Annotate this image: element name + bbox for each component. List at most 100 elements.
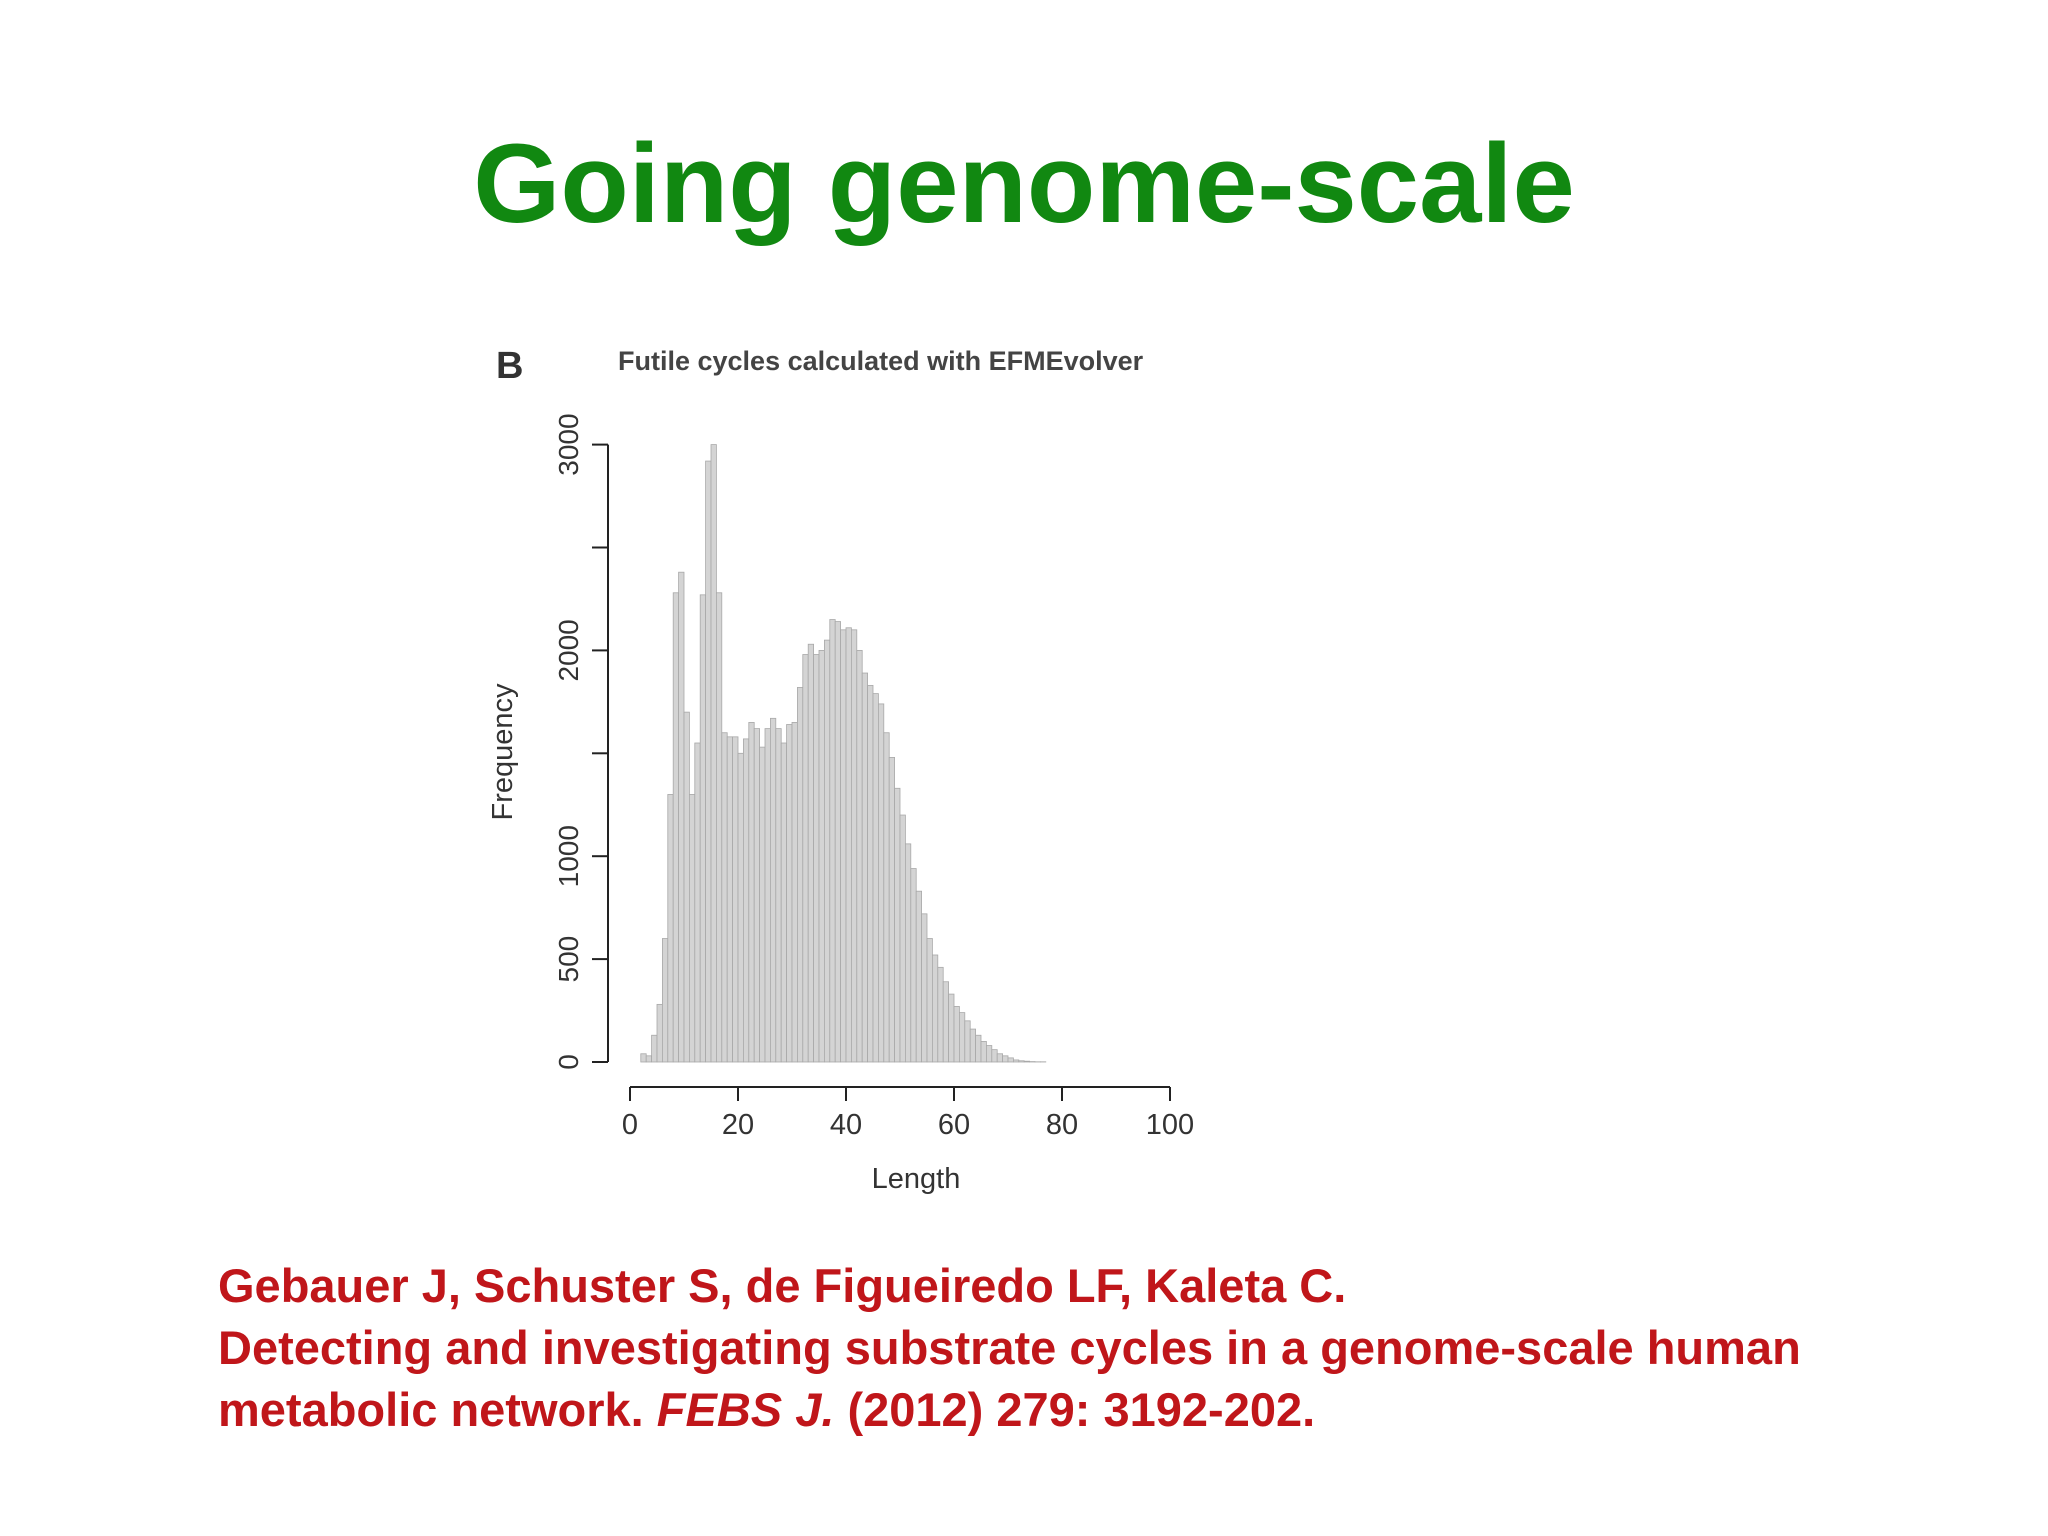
histogram-bar bbox=[721, 732, 728, 1063]
histogram-bar bbox=[742, 738, 750, 1063]
histogram-bar bbox=[834, 621, 842, 1063]
histogram-bar bbox=[661, 938, 669, 1063]
x-tick-label: 60 bbox=[938, 1109, 970, 1141]
y-axis: 0 500 1000 2000 3000 bbox=[553, 413, 609, 1070]
histogram-bar bbox=[1002, 1055, 1009, 1063]
x-axis: 0 20 40 60 80 100 bbox=[622, 1086, 1194, 1141]
histogram-bar bbox=[807, 643, 815, 1063]
y-axis-label: Frequency bbox=[487, 683, 519, 821]
histogram-bar bbox=[726, 736, 734, 1063]
citation-details: (2012) 279: 3192-202. bbox=[847, 1383, 1316, 1436]
citation-authors: Gebauer J, Schuster S, de Figueiredo LF,… bbox=[218, 1259, 1347, 1312]
histogram-bar bbox=[975, 1034, 982, 1063]
histogram-bar bbox=[845, 627, 852, 1063]
histogram-bar bbox=[710, 444, 717, 1063]
histogram-bar bbox=[764, 728, 771, 1063]
x-tick-label: 80 bbox=[1046, 1109, 1078, 1141]
histogram-bar bbox=[802, 654, 809, 1063]
y-tick-label: 2000 bbox=[553, 619, 584, 681]
x-tick-label: 100 bbox=[1146, 1109, 1194, 1141]
histogram-bar bbox=[753, 728, 761, 1063]
citation-journal: FEBS J. bbox=[656, 1383, 835, 1436]
histogram-bar bbox=[1018, 1060, 1025, 1063]
citation-title-line1: Detecting and investigating substrate cy… bbox=[218, 1321, 1801, 1374]
histogram-bar bbox=[699, 594, 706, 1063]
histogram-bar bbox=[672, 592, 679, 1063]
histogram-bar bbox=[656, 1003, 663, 1063]
x-tick-label: 20 bbox=[722, 1109, 754, 1141]
chart-title: Futile cycles calculated with EFMEvolver bbox=[618, 346, 1144, 376]
histogram-bar bbox=[996, 1053, 1004, 1063]
histogram-bar bbox=[694, 742, 701, 1063]
citation: Gebauer J, Schuster S, de Figueiredo LF,… bbox=[218, 1255, 1998, 1441]
histogram-bar bbox=[759, 746, 766, 1063]
histogram-bar bbox=[829, 619, 836, 1063]
histogram-bar bbox=[942, 981, 950, 1063]
histogram-bar bbox=[850, 629, 858, 1063]
histogram-bar bbox=[715, 592, 723, 1063]
x-tick-label: 0 bbox=[622, 1109, 638, 1141]
citation-title-line2: metabolic network. FEBS J. (2012) 279: 3… bbox=[218, 1379, 1998, 1441]
histogram-bar bbox=[856, 649, 863, 1063]
histogram-bar bbox=[732, 736, 739, 1063]
histogram-bar bbox=[818, 649, 825, 1063]
histogram-bar bbox=[958, 1012, 966, 1063]
histogram-bar bbox=[877, 703, 885, 1063]
histogram-bar bbox=[969, 1028, 977, 1063]
histogram-bar bbox=[678, 571, 685, 1063]
histogram-figure: B Futile cycles calculated with EFMEvolv… bbox=[450, 330, 1250, 1210]
histogram-bar bbox=[1023, 1060, 1031, 1063]
histogram-bar bbox=[780, 742, 788, 1063]
histogram-bar bbox=[683, 711, 690, 1063]
x-axis-label: Length bbox=[872, 1163, 961, 1195]
histogram-bar bbox=[705, 460, 712, 1063]
y-tick-label: 0 bbox=[553, 1054, 584, 1070]
y-tick-label: 3000 bbox=[553, 413, 584, 475]
histogram-bar bbox=[937, 966, 944, 1063]
histogram-bar bbox=[823, 639, 831, 1063]
histogram-bar bbox=[948, 993, 955, 1063]
x-tick-label: 40 bbox=[830, 1109, 862, 1141]
histogram-bar bbox=[953, 1006, 960, 1063]
histogram-chart: B Futile cycles calculated with EFMEvolv… bbox=[487, 345, 1194, 1195]
histogram-bar bbox=[888, 757, 896, 1063]
histogram-bar bbox=[786, 724, 793, 1063]
histogram-bar bbox=[991, 1049, 998, 1063]
histogram-bar bbox=[883, 732, 890, 1063]
histogram-bar bbox=[894, 787, 901, 1063]
panel-label: B bbox=[496, 345, 523, 387]
histogram-bar bbox=[796, 687, 804, 1063]
histogram-bar bbox=[861, 672, 869, 1063]
histogram-bar bbox=[910, 868, 917, 1063]
histogram-bar bbox=[926, 938, 933, 1063]
histogram-bar bbox=[931, 954, 939, 1063]
histogram-bar bbox=[748, 722, 755, 1063]
histogram-bar bbox=[688, 794, 696, 1063]
histogram-bar bbox=[813, 654, 820, 1063]
histogram-bar bbox=[640, 1053, 647, 1063]
histogram-bar bbox=[791, 722, 798, 1063]
histogram-bars bbox=[640, 444, 1047, 1063]
histogram-bar bbox=[775, 728, 782, 1063]
histogram-bar bbox=[867, 684, 874, 1063]
histogram-bar bbox=[915, 890, 923, 1063]
histogram-bar bbox=[769, 717, 777, 1063]
y-tick-label: 1000 bbox=[553, 825, 584, 887]
histogram-bar bbox=[872, 693, 879, 1063]
histogram-bar bbox=[840, 629, 847, 1063]
y-tick-label: 500 bbox=[553, 936, 584, 983]
histogram-bar bbox=[986, 1045, 993, 1063]
histogram-bar bbox=[737, 752, 744, 1063]
histogram-bar bbox=[651, 1034, 658, 1063]
histogram-bar bbox=[1007, 1057, 1014, 1063]
slide-title: Going genome-scale bbox=[473, 121, 1575, 246]
histogram-bar bbox=[964, 1020, 971, 1063]
histogram-bar bbox=[899, 814, 906, 1063]
citation-title-end: metabolic network. bbox=[218, 1383, 644, 1436]
histogram-bar bbox=[921, 913, 928, 1063]
histogram-bar bbox=[904, 843, 912, 1063]
histogram-bar bbox=[1013, 1059, 1020, 1063]
histogram-bar bbox=[645, 1055, 652, 1063]
histogram-bar bbox=[667, 794, 674, 1063]
histogram-bar bbox=[980, 1041, 987, 1063]
